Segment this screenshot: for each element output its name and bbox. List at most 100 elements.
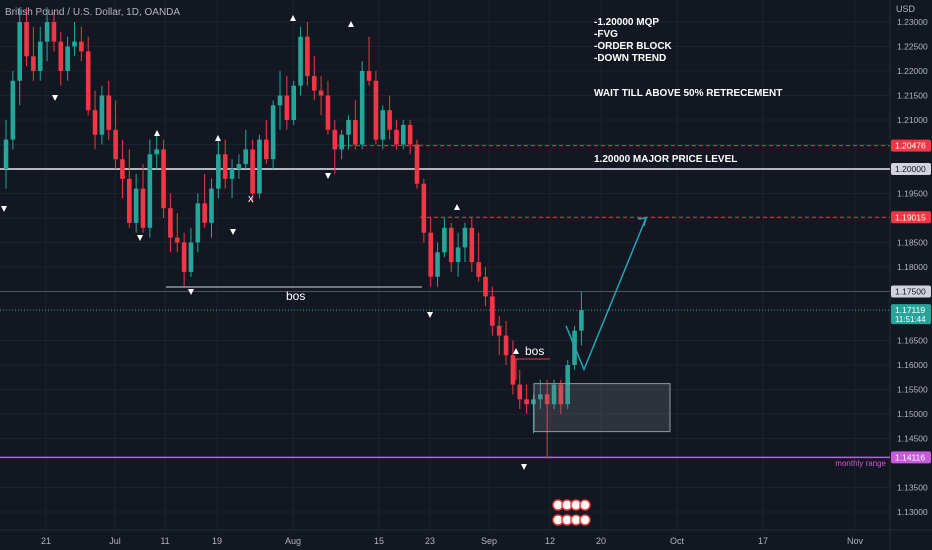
candle-body xyxy=(44,22,50,42)
note-line-4: -DOWN TREND xyxy=(594,53,666,64)
candle-body xyxy=(10,80,16,140)
candle-body xyxy=(147,154,153,228)
candle-body xyxy=(181,242,187,272)
candle-body xyxy=(476,262,481,277)
candle-body xyxy=(428,232,433,277)
candle-body xyxy=(51,22,57,42)
bos-line-right xyxy=(515,358,550,380)
candle-body xyxy=(524,399,529,405)
price-tag-bg xyxy=(891,163,931,175)
bos-label-right: bos xyxy=(525,344,544,358)
candle-body xyxy=(346,120,351,135)
candle-body xyxy=(58,41,64,71)
candle-body xyxy=(531,399,536,405)
price-tick-label: 1.21500 xyxy=(897,91,928,101)
price-tag: 1.20476 xyxy=(891,139,931,152)
candle-body xyxy=(339,134,344,150)
candle-body xyxy=(270,105,276,160)
candle-body xyxy=(407,124,413,145)
price-tick-label: 1.22000 xyxy=(897,66,928,76)
time-tick-label: 15 xyxy=(374,536,384,546)
price-tag-bg xyxy=(891,304,931,325)
candle-body xyxy=(448,227,454,263)
price-tag: 1.17500 xyxy=(891,285,931,298)
price-tag: 1.14116 xyxy=(891,451,931,464)
candle-body xyxy=(517,384,523,400)
candle-body xyxy=(538,394,543,400)
swing-low-marker xyxy=(1,206,7,212)
candle-body xyxy=(435,252,440,277)
candle-body xyxy=(65,46,70,71)
candle-body xyxy=(359,71,365,145)
event-icons[interactable] xyxy=(552,499,591,526)
price-tag-value: 1.14116 xyxy=(895,452,925,462)
candle-body xyxy=(3,139,9,169)
swing-low-marker xyxy=(52,95,58,101)
candle-body xyxy=(318,90,324,96)
candle-body xyxy=(140,188,146,228)
monthly-range-text: monthly range xyxy=(835,459,886,468)
candle-body xyxy=(380,110,386,140)
strategy-notes: -1.20000 MQP -FVG -ORDER BLOCK -DOWN TRE… xyxy=(594,17,782,99)
candle-body xyxy=(442,227,447,253)
price-tick-label: 1.14500 xyxy=(897,434,928,444)
price-tag-bg xyxy=(891,285,931,298)
flag-icon-row-top xyxy=(552,499,591,511)
price-tag-value: 1.20476 xyxy=(895,141,926,151)
candle-body xyxy=(284,95,290,120)
note-line-1: -1.20000 MQP xyxy=(594,17,659,28)
candle-body xyxy=(24,22,29,57)
candle-body xyxy=(161,149,166,209)
swing-low-marker xyxy=(427,312,433,318)
price-axis[interactable]: 1.230001.225001.220001.215001.210001.205… xyxy=(891,17,931,517)
swing-low-marker xyxy=(137,235,143,241)
time-tick-label: Aug xyxy=(285,536,301,546)
candle-body xyxy=(174,237,180,243)
price-tag-bg xyxy=(891,139,931,152)
price-tick-label: 1.15500 xyxy=(897,385,928,395)
price-tick-label: 1.22500 xyxy=(897,42,928,52)
candle-body xyxy=(216,154,221,189)
flag-icon-row-bottom xyxy=(552,514,591,526)
price-tag-value: 1.17500 xyxy=(895,287,926,297)
candle-body xyxy=(127,178,132,223)
candle-body xyxy=(168,208,173,238)
wait-note: WAIT TILL ABOVE 50% RETRECEMENT xyxy=(594,88,782,99)
symbol-title: British Pound / U.S. Dollar, 1D, OANDA xyxy=(5,7,180,18)
candle-body xyxy=(387,110,392,130)
fvg-order-block-zone xyxy=(533,383,671,433)
candle-body xyxy=(332,129,338,150)
candle-body xyxy=(394,129,399,145)
time-axis[interactable]: 21 Jul 11 19 Aug 15 23 Sep 12 20 Oct 17 Nov xyxy=(41,536,864,546)
x-mark: x xyxy=(248,193,254,205)
candle-body xyxy=(250,149,255,194)
swing-high-marker xyxy=(348,21,354,27)
price-tick-label: 1.13500 xyxy=(897,483,928,493)
time-tick-label: Oct xyxy=(670,536,685,546)
candle-body xyxy=(401,124,406,145)
major-level-text: 1.20000 MAJOR PRICE LEVEL xyxy=(594,154,737,165)
swing-low-marker xyxy=(230,229,236,235)
projection-path xyxy=(565,217,647,372)
candle-body xyxy=(85,51,91,111)
time-tick-label: 12 xyxy=(545,536,555,546)
candle-body xyxy=(579,310,584,331)
note-line-3: -ORDER BLOCK xyxy=(594,41,673,52)
swing-low-marker xyxy=(188,289,194,295)
candle-body xyxy=(154,149,159,155)
swing-low-marker xyxy=(325,173,331,179)
price-tag: 1.20000 xyxy=(891,163,931,175)
candle-body xyxy=(421,183,427,233)
price-tick-label: 1.18000 xyxy=(897,262,928,272)
time-tick-label: 20 xyxy=(596,536,606,546)
candle-body xyxy=(37,41,43,71)
swing-markers xyxy=(1,15,527,470)
candle-body xyxy=(120,159,125,179)
candle-body xyxy=(558,384,564,405)
candle-body xyxy=(455,247,461,263)
candle-body xyxy=(305,36,310,76)
